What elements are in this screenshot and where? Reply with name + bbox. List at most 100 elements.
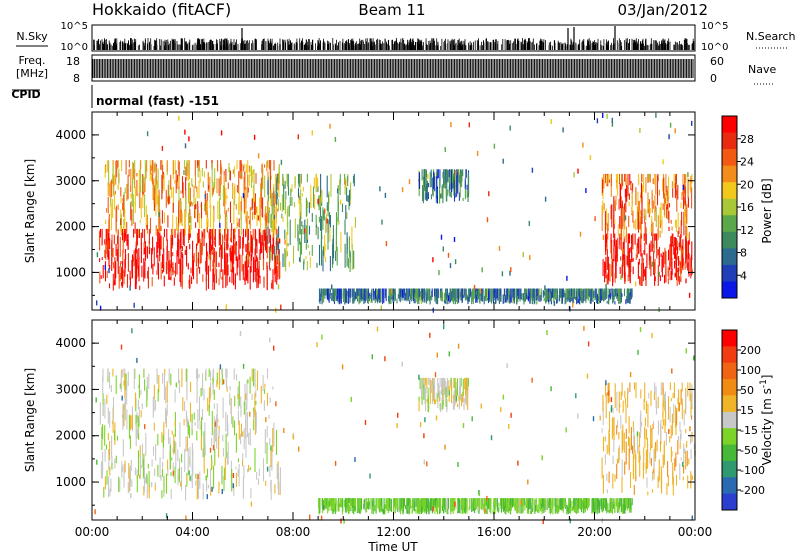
scatter-mark-power <box>166 197 168 202</box>
scatter-mark-power <box>651 261 654 267</box>
scatter-mark-power <box>688 292 691 298</box>
scatter-mark-power <box>257 215 260 221</box>
scatter-mark-power <box>577 168 579 174</box>
scatter-mark-power <box>498 245 501 251</box>
scatter-mark-power <box>531 167 534 173</box>
scatter-mark-power <box>488 191 490 197</box>
scatter-mark-power <box>454 259 457 265</box>
colorbar-segment-power <box>722 264 737 282</box>
nsearch-tick-bottom: 10^0 <box>701 42 728 53</box>
freq-frame <box>91 54 696 82</box>
scatter-mark-power <box>438 270 440 276</box>
scatter-mark-power <box>172 266 174 272</box>
nave-tick-bottom: 0 <box>710 72 717 85</box>
scatter-mark-power <box>311 130 313 136</box>
scatter-mark-power <box>449 191 451 197</box>
scatter-mark-power <box>606 113 608 119</box>
power-echoes <box>96 112 693 313</box>
scatter-mark-power <box>655 112 657 118</box>
scatter-mark-power <box>146 131 149 137</box>
scatter-mark-power <box>569 306 571 312</box>
scatter-mark-power <box>204 193 206 199</box>
scatter-mark-power <box>184 129 186 135</box>
freq-tick-top: 18 <box>66 55 80 68</box>
scatter-mark-power <box>381 219 383 225</box>
scatter-mark-power <box>486 217 489 223</box>
y-tick-label-power: 4000 <box>55 128 86 142</box>
scatter-mark-power <box>344 180 347 186</box>
scatter-mark-power <box>455 170 457 176</box>
scatter-mark-power <box>453 237 456 242</box>
scatter-mark-power <box>188 136 190 142</box>
scatter-mark-power <box>562 127 564 133</box>
scatter-mark-power <box>447 252 450 258</box>
scatter-mark-power <box>658 271 660 277</box>
freq-tick-bottom: 8 <box>73 72 80 85</box>
scatter-mark-power <box>589 155 592 161</box>
colorbar-segment-power <box>722 281 737 299</box>
scatter-mark-power <box>468 122 470 128</box>
scatter-mark-power <box>611 121 614 127</box>
colorbar-tick-label-power: 24 <box>740 156 754 169</box>
scatter-mark-power <box>108 268 110 274</box>
scatter-mark-power <box>622 249 624 255</box>
y-tick-label-power: 1000 <box>55 265 86 279</box>
scatter-mark-power <box>635 281 637 287</box>
scatter-mark-power <box>277 284 280 290</box>
colorbar-tick-label-power: 8 <box>740 247 747 260</box>
colorbar-tick-label-power: 4 <box>740 269 747 282</box>
nsearch-label: N.Search <box>746 30 796 43</box>
scatter-mark-power <box>510 267 512 273</box>
scatter-mark-power <box>493 143 496 149</box>
scatter-mark-power <box>326 218 328 224</box>
cpid-strip: CPID normal (fast) -151 <box>11 85 219 108</box>
scatter-mark-power <box>566 275 568 281</box>
scatter-mark-power <box>324 208 326 214</box>
colorbar-tick-label-power: 20 <box>740 178 754 191</box>
scatter-mark-power <box>630 183 632 189</box>
scatter-mark-power <box>385 241 388 247</box>
scatter-mark-power <box>624 215 627 221</box>
colorbar-segment-power <box>722 248 737 266</box>
scatter-mark-power <box>280 304 282 310</box>
scatter-mark-power <box>208 254 210 260</box>
y-tick-label-power: 3000 <box>55 174 86 188</box>
scatter-mark-power <box>390 288 393 294</box>
scatter-mark-power <box>479 288 482 294</box>
scatter-mark-power <box>117 184 119 190</box>
scatter-mark-power <box>146 224 148 230</box>
scatter-mark-power <box>184 250 187 255</box>
scatter-mark-power <box>594 216 596 222</box>
scatter-mark-power <box>582 142 584 148</box>
scatter-mark-power <box>529 255 531 261</box>
scatter-mark-power <box>509 125 511 131</box>
scatter-mark-power <box>401 187 404 193</box>
scatter-mark-power <box>427 173 429 179</box>
scatter-mark-power <box>329 123 331 129</box>
scatter-mark-power <box>178 115 180 121</box>
scatter-mark-power <box>181 246 183 251</box>
nave-tick-top: 60 <box>710 55 724 68</box>
scatter-mark-power <box>379 186 381 192</box>
cpid-value: normal (fast) -151 <box>96 94 219 108</box>
date-title: 03/Jan/2012 <box>618 1 709 19</box>
scatter-mark-power <box>449 263 452 269</box>
colorbar-tick-label-power: 28 <box>740 133 754 146</box>
scatter-mark-power <box>96 252 99 258</box>
velocity-echoes <box>94 324 696 525</box>
colorbar-segment-power <box>722 182 737 200</box>
scatter-mark-power <box>553 300 556 306</box>
colorbar-segment-power <box>722 116 737 134</box>
freq-series <box>92 59 694 78</box>
scatter-mark-power <box>502 158 504 164</box>
scatter-mark-power <box>432 257 434 263</box>
nave-label: Nave <box>748 63 776 76</box>
scatter-mark-power <box>662 159 664 165</box>
scatter-mark-power <box>130 193 132 199</box>
power-x-ticks <box>91 112 696 310</box>
scatter-mark-power <box>225 304 227 310</box>
scatter-mark-power <box>133 302 135 308</box>
colorbar-tick-label-power: 12 <box>740 224 754 237</box>
